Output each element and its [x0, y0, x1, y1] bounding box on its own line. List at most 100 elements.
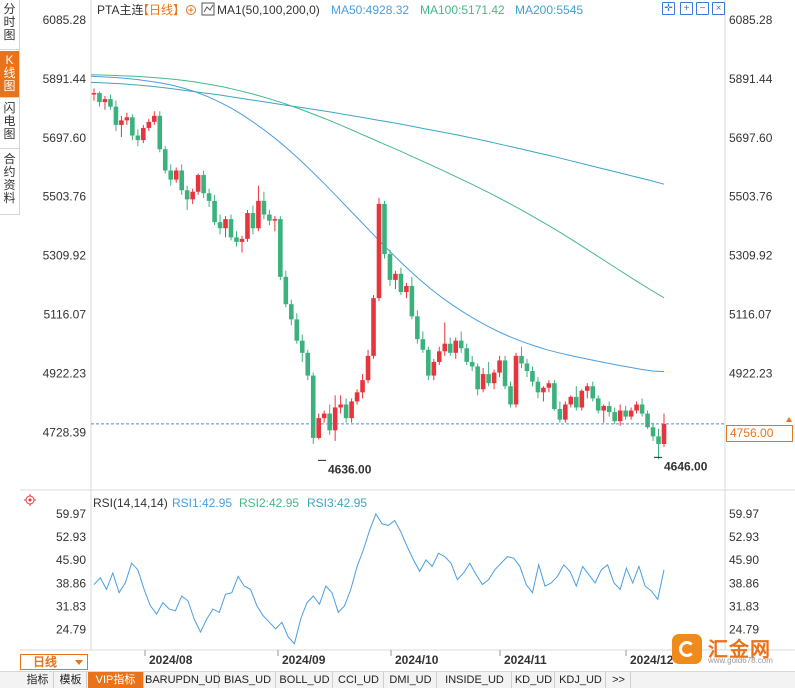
candle: [409, 276, 415, 320]
y-tick-label-right: 5697.60: [729, 131, 773, 145]
x-tick-label: 2024/10: [395, 653, 439, 667]
candle: [354, 389, 360, 405]
candle: [360, 374, 365, 399]
candle: [574, 386, 579, 411]
tab-kline-char: K: [5, 53, 14, 67]
candle: [212, 194, 217, 226]
tab-flash-char: 闪: [3, 101, 16, 115]
candle: [656, 428, 661, 460]
candle: [228, 214, 234, 241]
candle: [524, 358, 530, 378]
y-tick-label-right: 5891.44: [729, 72, 773, 86]
candle: [195, 173, 201, 195]
rsi-tick-label-left: 52.93: [56, 530, 86, 544]
indicator-settings-icon[interactable]: [201, 2, 215, 16]
candle: [272, 216, 278, 232]
tab-kline[interactable]: K 线 图: [0, 51, 19, 98]
close-icon[interactable]: ×: [712, 2, 725, 15]
candle: [546, 380, 552, 393]
price-marker-icon: [786, 417, 792, 422]
candle: [513, 352, 519, 408]
left-tab-bar: 分 时 图 K 线 图 闪 电 图 合 约 资 料: [0, 0, 20, 215]
candle: [239, 235, 245, 253]
candle: [590, 381, 596, 402]
y-tick-label-left: 5116.07: [44, 308, 87, 322]
indicator-tab[interactable]: CCI_UD: [334, 672, 384, 688]
tab-contract-info-char: 约: [3, 165, 16, 179]
candle: [168, 164, 174, 186]
candle: [283, 270, 289, 308]
y-tick-label-right: 5309.92: [729, 249, 773, 263]
y-tick-label-left: 5697.60: [43, 131, 87, 145]
indicator-tab[interactable]: 指标: [22, 672, 54, 688]
candle: [382, 200, 387, 259]
candle: [135, 129, 141, 147]
indicator-tab[interactable]: VIP指标: [88, 672, 144, 688]
candle: [179, 164, 184, 195]
period-select-label: 日线: [33, 655, 58, 669]
last-price-tag: 4756.00: [726, 425, 793, 442]
candle: [343, 398, 349, 423]
indicator-tab[interactable]: BARUPDN_UD: [145, 672, 221, 688]
candle: [245, 209, 250, 242]
y-tick-label-left: 5309.92: [43, 249, 87, 263]
candle: [617, 404, 623, 426]
candle: [316, 413, 322, 440]
indicator-tab[interactable]: BOLL_UD: [277, 672, 333, 688]
candle: [426, 346, 431, 381]
rsi-tick-label-right: 38.86: [729, 576, 759, 590]
period-select[interactable]: 日线: [20, 654, 88, 670]
candle: [184, 185, 190, 210]
add-indicator-icon[interactable]: [186, 5, 196, 15]
rsi-tick-label-right: 52.93: [729, 530, 759, 544]
tab-contract-info[interactable]: 合 约 资 料: [0, 150, 19, 215]
zoom-out-icon[interactable]: −: [696, 2, 709, 15]
candle: [634, 401, 639, 414]
indicator-tab[interactable]: BIAS_UD: [220, 672, 276, 688]
y-tick-label-left: 6085.28: [43, 13, 87, 27]
candle: [162, 146, 168, 174]
candle: [639, 398, 645, 417]
candle: [661, 413, 667, 448]
tab-timeshare-char: 分: [3, 2, 16, 16]
tab-timeshare[interactable]: 分 时 图: [0, 0, 19, 50]
candle: [464, 343, 469, 365]
tab-timeshare-char: 图: [3, 28, 16, 42]
candle: [201, 170, 206, 198]
tab-flash[interactable]: 闪 电 图: [0, 99, 19, 149]
rsi2-value: RSI2:42.95: [239, 496, 299, 510]
candle: [568, 395, 574, 408]
candle: [365, 349, 371, 384]
zoom-in-icon[interactable]: +: [680, 2, 693, 15]
rsi-tick-label-right: 31.83: [729, 599, 759, 613]
candle: [119, 115, 124, 138]
indicator-tab[interactable]: 模板: [55, 672, 87, 688]
candle: [393, 270, 398, 290]
crosshair-icon[interactable]: ✛: [662, 2, 675, 15]
low-annotation: 4636.00: [328, 462, 372, 476]
x-tick-label: 2024/08: [149, 653, 193, 667]
candle: [442, 322, 448, 356]
candle: [579, 389, 585, 411]
indicator-tab[interactable]: KDJ_UD: [556, 672, 606, 688]
indicator-tab[interactable]: DMI_UD: [385, 672, 437, 688]
indicator-tab[interactable]: >>: [607, 672, 631, 688]
candle: [623, 405, 628, 420]
rsi-line: [93, 512, 665, 645]
candle: [404, 282, 409, 299]
logo-icon: [672, 634, 702, 664]
indicator-tab[interactable]: INSIDE_UD: [438, 672, 512, 688]
candle: [371, 295, 376, 359]
y-tick-label-left: 5503.76: [43, 190, 87, 204]
tab-flash-char: 电: [3, 114, 16, 128]
candle: [173, 167, 179, 183]
indicator-tab[interactable]: KD_UD: [513, 672, 555, 688]
x-tick-label: 2024/12: [630, 653, 674, 667]
candle: [415, 310, 420, 344]
candle: [338, 395, 343, 414]
rsi-settings-icon[interactable]: [24, 494, 36, 506]
y-tick-label-left: 5891.44: [43, 72, 87, 86]
watermark-site: www.gold678.com: [708, 656, 773, 665]
